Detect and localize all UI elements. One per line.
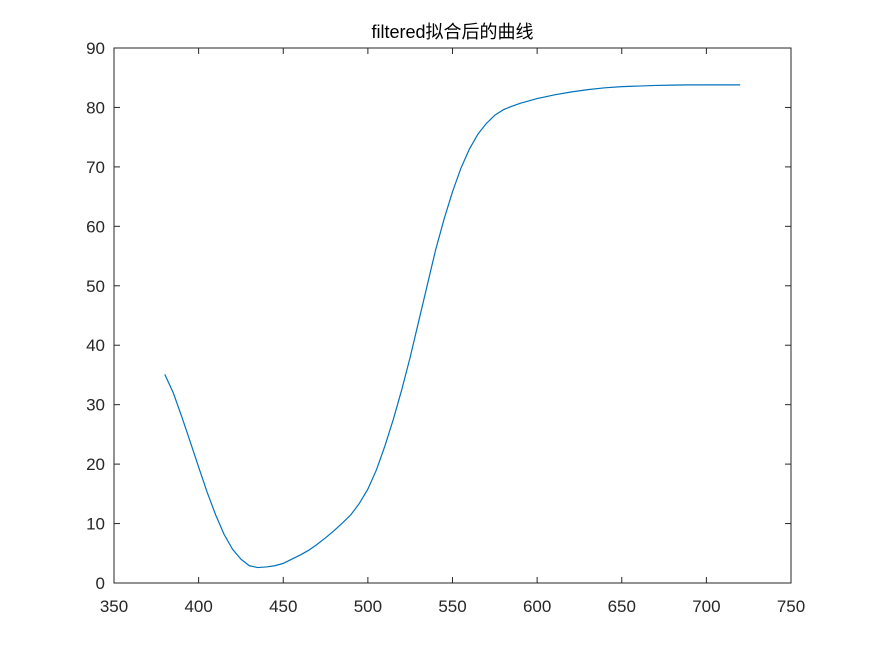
y-tick-label: 90 xyxy=(86,39,105,58)
y-axis: 0 10 20 30 40 50 60 70 80 90 xyxy=(86,39,791,593)
x-tick-label: 450 xyxy=(269,597,297,616)
y-tick-label: 0 xyxy=(96,574,105,593)
plot-area xyxy=(113,47,792,584)
x-tick-label: 600 xyxy=(523,597,551,616)
y-tick-label: 20 xyxy=(86,455,105,474)
x-tick-label: 750 xyxy=(777,597,805,616)
chart-title: filtered拟合后的曲线 xyxy=(371,22,533,42)
x-tick-label: 400 xyxy=(184,597,212,616)
y-tick-label: 60 xyxy=(86,217,105,236)
x-tick-label: 550 xyxy=(438,597,466,616)
x-tick-label: 500 xyxy=(354,597,382,616)
y-tick-label: 70 xyxy=(86,158,105,177)
y-tick-label: 40 xyxy=(86,336,105,355)
x-tick-label: 700 xyxy=(692,597,720,616)
x-axis: 350 400 450 500 550 600 650 700 750 xyxy=(100,48,805,616)
x-tick-label: 650 xyxy=(608,597,636,616)
y-tick-label: 10 xyxy=(86,515,105,534)
series-line xyxy=(164,84,741,569)
x-tick-label: 350 xyxy=(100,597,128,616)
y-tick-label: 50 xyxy=(86,277,105,296)
y-tick-label: 30 xyxy=(86,396,105,415)
y-tick-label: 80 xyxy=(86,98,105,117)
